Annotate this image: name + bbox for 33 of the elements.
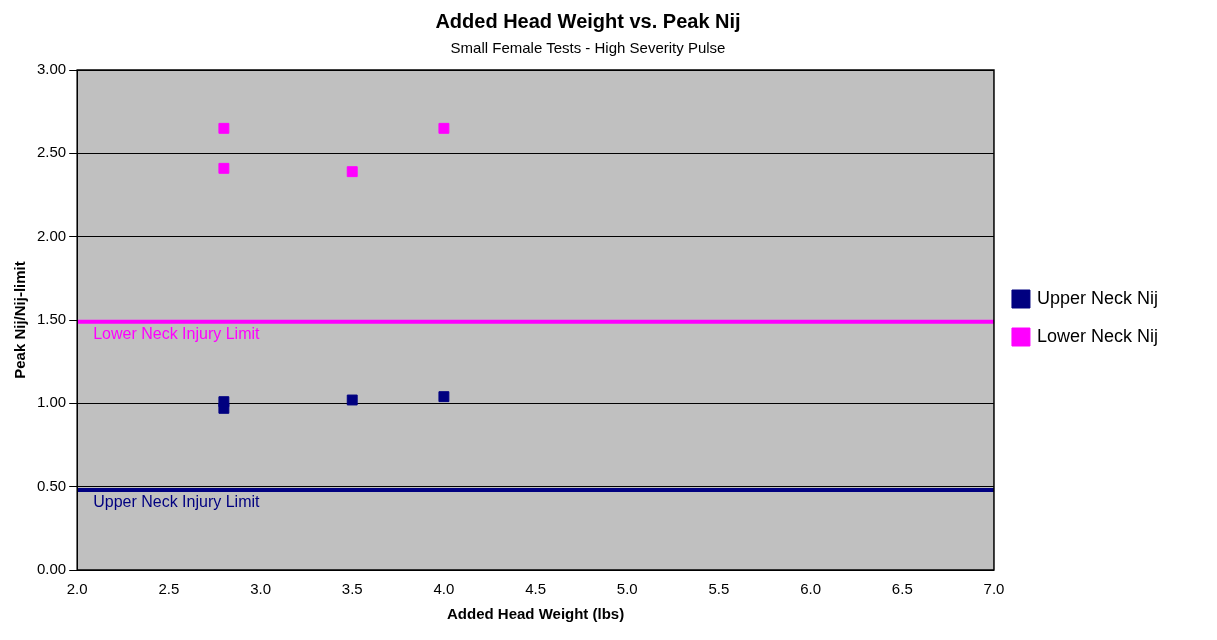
legend-label: Lower Neck Nij [1036,325,1159,346]
x-axis-title: Added Head Weight (lbs) [446,605,625,623]
ref-line-label: Upper Neck Injury Limit [93,493,261,511]
point [346,394,358,406]
y-tick-label: 2.00 [36,226,67,244]
y-tick-label: 1.00 [36,393,67,411]
y-tick-label: 0.50 [36,476,67,494]
point [218,162,230,174]
ref-line-label: Lower Neck Injury Limit [93,325,261,343]
x-tick-label: 5.5 [708,580,730,598]
x-tick-label: 6.5 [891,580,913,598]
y-axis-title: Peak Nij/Nij-limit [11,261,29,379]
x-tick-label: 4.5 [525,580,547,598]
point [438,122,450,134]
legend-label: Upper Neck Nij [1036,287,1159,308]
point [218,122,230,134]
x-tick-label: 4.0 [433,580,455,598]
point [346,166,358,178]
y-tick-label: 1.50 [36,310,67,328]
y-tick-label: 3.00 [36,60,67,78]
y-tick-label: 2.50 [36,143,67,161]
chart-subtitle: Small Female Tests - High Severity Pulse [450,39,726,57]
point [438,391,450,403]
x-tick-label: 5.0 [616,580,638,598]
x-tick-label: 2.5 [158,580,180,598]
x-tick-label: 3.5 [341,580,363,598]
chart-title: Added Head Weight vs. Peak Nij [435,9,741,32]
x-tick-label: 3.0 [250,580,271,598]
x-tick-label: 6.0 [800,580,822,598]
y-tick-label: 0.00 [36,560,67,578]
point [218,402,230,414]
x-tick-label: 7.0 [983,580,1005,598]
x-tick-label: 2.0 [66,580,88,598]
